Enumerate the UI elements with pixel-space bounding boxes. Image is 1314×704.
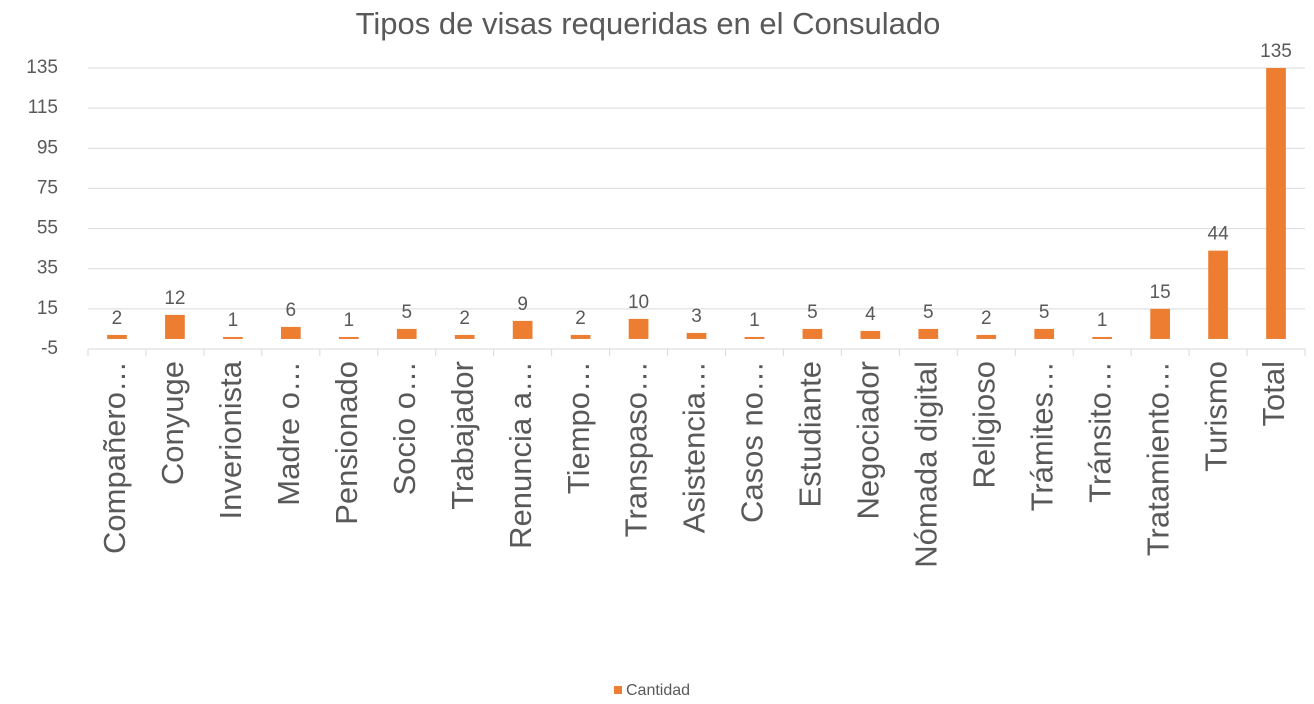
- bar: [280, 326, 301, 339]
- data-label: 1: [228, 310, 239, 331]
- data-label: 1: [749, 310, 760, 331]
- bar: [1092, 336, 1113, 339]
- legend-swatch: [614, 686, 622, 694]
- data-label: 5: [401, 302, 412, 323]
- data-label: 5: [923, 302, 934, 323]
- data-label: 6: [286, 300, 297, 321]
- x-tick-label: Nómada digital: [908, 361, 943, 568]
- data-label: 2: [112, 308, 123, 329]
- data-label: 2: [575, 308, 586, 329]
- legend-label: Cantidad: [626, 682, 690, 699]
- x-tick-label: Estudiante: [793, 361, 828, 508]
- data-label: 5: [1039, 302, 1050, 323]
- bar: [860, 330, 881, 339]
- data-label: 3: [691, 306, 702, 327]
- y-tick-label: 75: [37, 177, 58, 198]
- x-tick-label: Negociador: [851, 361, 886, 520]
- bar: [686, 332, 707, 339]
- data-label: 9: [517, 294, 528, 315]
- bar: [1266, 68, 1286, 339]
- bar: [976, 334, 997, 339]
- y-tick-label: 15: [37, 298, 58, 319]
- x-tick-label: Religioso: [966, 361, 1001, 489]
- y-tick-label: 95: [37, 137, 58, 158]
- data-label: 2: [981, 308, 992, 329]
- y-tick-label: 35: [37, 258, 58, 279]
- x-tick-label: Turismo: [1198, 361, 1233, 472]
- bar: [107, 334, 127, 339]
- bar: [1150, 308, 1170, 339]
- bar: [1034, 328, 1055, 339]
- data-label: 1: [343, 310, 354, 331]
- x-tick-label: Compañero…: [97, 361, 132, 554]
- x-tick-label: Socio o…: [387, 361, 422, 495]
- x-tick-label: Tiempo…: [561, 361, 596, 494]
- bar: [512, 320, 533, 339]
- x-tick-label: Casos no…: [735, 361, 770, 523]
- bar: [338, 336, 359, 339]
- x-tick-label: Total: [1256, 361, 1291, 426]
- x-tick-label: Asistencia…: [677, 361, 712, 533]
- bar: [165, 314, 185, 339]
- x-tick-label: Trabajador: [445, 361, 480, 510]
- x-tick-label: Transpaso…: [619, 361, 654, 537]
- data-label: 135: [1260, 41, 1292, 62]
- bar: [628, 318, 649, 339]
- data-label: 12: [164, 288, 185, 309]
- data-label: 2: [459, 308, 470, 329]
- bar: [802, 328, 823, 339]
- data-label: 5: [807, 302, 818, 323]
- y-tick-label: -5: [41, 338, 58, 359]
- x-tick-label: Tratamiento…: [1140, 361, 1175, 556]
- bar: [454, 334, 475, 339]
- chart-title: Tipos de visas requeridas en el Consulad…: [356, 6, 941, 41]
- x-tick-label: Tránsito…: [1082, 361, 1117, 503]
- x-tick-label: Renuncia a…: [503, 361, 538, 549]
- data-label: 4: [865, 304, 876, 325]
- x-tick-label: Inverionista: [213, 360, 248, 519]
- bar: [396, 328, 417, 339]
- bar: [1208, 250, 1228, 339]
- bar: [570, 334, 591, 339]
- data-label: 44: [1208, 224, 1230, 245]
- bar: [744, 336, 765, 339]
- x-tick-label: Madre o…: [271, 361, 306, 506]
- data-label: 10: [628, 292, 649, 313]
- x-tick-label: Pensionado: [329, 361, 364, 525]
- bar: [918, 328, 939, 339]
- y-tick-label: 115: [28, 97, 58, 118]
- data-label: 15: [1150, 282, 1171, 303]
- x-tick-label: Trámites…: [1024, 361, 1059, 511]
- bar: [223, 336, 243, 339]
- data-label: 1: [1097, 310, 1108, 331]
- x-tick-label: Conyuge: [155, 361, 190, 485]
- y-tick-label: 55: [37, 218, 58, 239]
- y-tick-label: 135: [26, 57, 58, 78]
